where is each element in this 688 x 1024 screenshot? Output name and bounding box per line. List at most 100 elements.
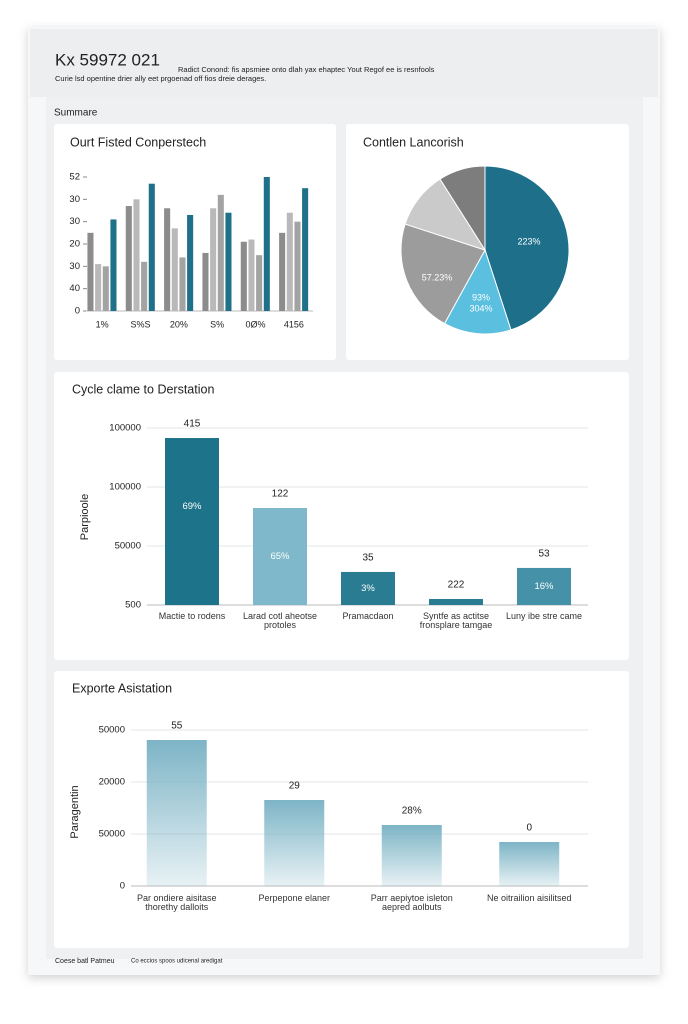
y-tick-label: 100000 bbox=[109, 482, 141, 493]
header-bar bbox=[30, 29, 658, 97]
x-tick-label: Luny ibe stre came bbox=[505, 612, 583, 621]
bar bbox=[95, 264, 102, 311]
x-tick-label: Syntfe as actitse fronsplare tamgae bbox=[419, 612, 493, 631]
y-tick-label: 500 bbox=[125, 600, 141, 611]
pie-slice bbox=[400, 223, 486, 325]
x-tick-label: Larad cotl aheotse protoles bbox=[242, 612, 318, 631]
x-tick-label-box: Ne oitrailion aisilitsed bbox=[486, 894, 572, 903]
x-tick-label: Perpepone elaner bbox=[258, 894, 331, 903]
x-tick-label-box: Par ondiere aisitase thorethy dalloits bbox=[136, 894, 217, 913]
y-tick-label: 50000 bbox=[99, 725, 125, 736]
bar bbox=[264, 799, 325, 886]
bar bbox=[179, 257, 186, 311]
bar bbox=[248, 239, 255, 311]
bar-inner-label: 3% bbox=[361, 583, 375, 594]
bar-inner-label: 16% bbox=[534, 581, 554, 592]
x-tick-label: S% bbox=[210, 319, 224, 329]
subtitle: Radict Conond: fis apsmiee onto dlah yax… bbox=[178, 65, 435, 74]
y-tick-label: 0 bbox=[120, 881, 125, 892]
bar bbox=[517, 567, 571, 605]
bar bbox=[294, 221, 301, 311]
y-tick-label: 30 bbox=[69, 261, 80, 272]
bar bbox=[171, 228, 178, 311]
bar bbox=[87, 232, 94, 311]
description: Curie lsd opentine drier ally eet prgoen… bbox=[55, 74, 266, 83]
bar-top-label: 122 bbox=[272, 489, 289, 500]
x-tick-label: S%S bbox=[130, 319, 150, 329]
x-tick-label-box: Luny ibe stre came bbox=[505, 612, 583, 621]
bar bbox=[165, 438, 219, 605]
bar bbox=[263, 177, 270, 311]
bar bbox=[133, 199, 140, 311]
pie-slice bbox=[443, 248, 512, 335]
bar bbox=[187, 214, 194, 311]
bar bbox=[381, 825, 442, 886]
bar-top-label: 55 bbox=[171, 721, 183, 732]
bar bbox=[341, 571, 395, 605]
bar bbox=[225, 212, 232, 311]
x-tick-label-box: Syntfe as actitse fronsplare tamgae bbox=[419, 612, 493, 631]
y-tick-label: 20 bbox=[69, 239, 80, 250]
x-tick-label-box: Mactie to rodens bbox=[158, 612, 226, 621]
chart-title: Contlen Lancorish bbox=[363, 135, 464, 149]
bar-top-label: 222 bbox=[448, 580, 465, 591]
chart-title: Cycle clame to Derstation bbox=[72, 382, 214, 396]
x-tick-label: 0Ø% bbox=[245, 319, 265, 329]
x-tick-label: 20% bbox=[170, 319, 188, 329]
bar bbox=[110, 219, 117, 311]
x-tick-label-box: Perpepone elaner bbox=[258, 894, 331, 903]
pie-slice bbox=[484, 165, 570, 331]
y-tick-label: 100000 bbox=[109, 423, 141, 434]
x-tick-label-box: Larad cotl aheotse protoles bbox=[242, 612, 318, 631]
bar bbox=[286, 212, 293, 311]
pie-slice bbox=[439, 165, 486, 252]
slice-label: 223% bbox=[517, 236, 540, 246]
bar bbox=[256, 255, 263, 311]
slice-label: 304% bbox=[469, 303, 492, 313]
bar bbox=[125, 206, 132, 311]
y-tick-label: 52 bbox=[69, 172, 80, 183]
bar-top-label: 415 bbox=[184, 419, 201, 430]
bar bbox=[302, 188, 309, 311]
x-tick-label: Parr aepiytoe isleton aepred aolbuts bbox=[370, 894, 453, 913]
bar bbox=[253, 508, 307, 605]
slice-label: 93% bbox=[472, 292, 490, 302]
page-title: Kx 59972 021 bbox=[55, 50, 160, 69]
x-tick-label: Par ondiere aisitase thorethy dalloits bbox=[136, 894, 217, 913]
bar bbox=[148, 183, 155, 311]
bar-top-label: 28% bbox=[402, 806, 422, 817]
bar-top-label: 29 bbox=[289, 781, 301, 792]
slice-label: 57.23% bbox=[422, 272, 453, 282]
footer-title: Coese batl Patmeu bbox=[55, 958, 115, 965]
x-tick-label: Mactie to rodens bbox=[158, 612, 226, 621]
y-tick-label: 30 bbox=[69, 194, 80, 205]
bar bbox=[102, 266, 109, 311]
y-tick-label: 0 bbox=[75, 306, 80, 317]
x-tick-label: Pramacdaon bbox=[342, 612, 394, 621]
x-tick-label-box: Pramacdaon bbox=[342, 612, 394, 621]
chart-title: Exporte Asistation bbox=[72, 681, 172, 695]
x-tick-label: 1% bbox=[96, 319, 109, 329]
x-tick-label: Ne oitrailion aisilitsed bbox=[486, 894, 572, 903]
chart-title: Ourt Fisted Conperstech bbox=[70, 135, 206, 149]
bar bbox=[210, 208, 217, 311]
bar bbox=[202, 252, 209, 311]
bar bbox=[164, 208, 171, 311]
bar bbox=[279, 232, 286, 311]
bar bbox=[217, 194, 224, 311]
y-tick-label: 50000 bbox=[115, 541, 141, 552]
y-axis-label: Parpioole bbox=[79, 494, 91, 540]
bar bbox=[146, 740, 207, 886]
section-label: Summare bbox=[54, 108, 98, 119]
x-tick-label: 4156 bbox=[284, 319, 304, 329]
y-tick-label: 30 bbox=[69, 216, 80, 227]
bar bbox=[240, 241, 247, 311]
bar bbox=[429, 598, 483, 605]
bar bbox=[141, 261, 148, 311]
bar-top-label: 0 bbox=[526, 823, 532, 834]
y-tick-label: 40 bbox=[69, 283, 80, 294]
bar-inner-label: 69% bbox=[182, 501, 202, 512]
bar-top-label: 35 bbox=[362, 553, 374, 564]
